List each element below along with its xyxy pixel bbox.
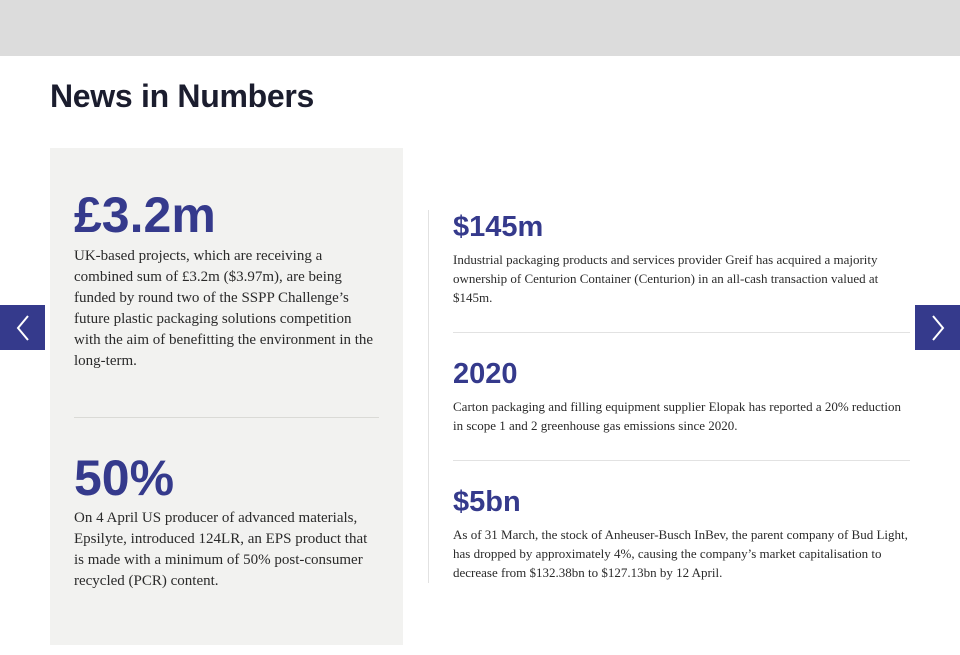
stat-description: Industrial packaging products and servic… [453,252,879,305]
chevron-left-icon [16,314,29,341]
featured-card: £3.2m UK-based projects, which are recei… [50,148,403,645]
stat-description: As of 31 March, the stock of Anheuser-Bu… [453,527,908,580]
card-divider [74,417,379,418]
stat-figure: $145m [453,211,544,243]
stat-figure: 2020 [453,358,518,390]
list-divider [453,460,910,461]
featured-stat-description: On 4 April US producer of advanced mater… [74,510,368,589]
stat-description: Carton packaging and filling equipment s… [453,399,902,433]
section-title: News in Numbers [50,78,315,114]
list-divider [453,332,910,333]
chevron-right-icon [931,314,944,341]
featured-stat-description: UK-based projects, which are receiving a… [74,248,374,369]
featured-stat-figure: 50% [74,450,175,506]
stat-figure: $5bn [453,486,521,518]
carousel-next-button[interactable] [915,305,960,350]
carousel-prev-button[interactable] [0,305,45,350]
featured-stat-figure: £3.2m [74,187,216,243]
column-divider [428,210,429,583]
top-bar [0,0,960,56]
